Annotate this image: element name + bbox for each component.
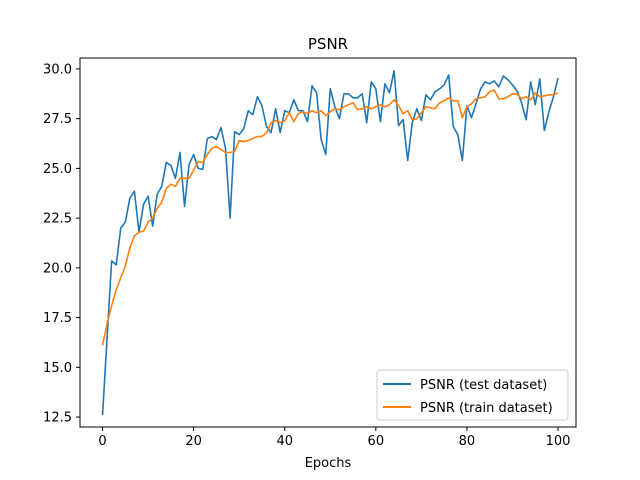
y-tick-label: 12.5 [43,411,72,426]
y-tick-label: 30.0 [43,62,72,77]
chart-title: PSNR [308,35,348,53]
x-axis-label: Epochs [305,456,352,471]
series-layer [101,70,559,416]
x-tick-label: 40 [276,434,293,449]
x-tick-label: 80 [459,434,476,449]
x-tick-label: 100 [546,434,571,449]
x-tick-label: 20 [185,434,202,449]
y-tick-label: 27.5 [43,112,72,127]
x-axis-ticks: 0 20 40 60 80 100 [98,427,570,449]
x-tick-label: 0 [98,434,106,449]
x-tick-label: 60 [368,434,385,449]
legend-label-train: PSNR (train dataset) [420,401,553,416]
y-axis-ticks: 12.5 15.0 17.5 20.0 22.5 25.0 27.5 30.0 [43,62,80,426]
y-tick-label: 17.5 [43,311,72,326]
legend: PSNR (test dataset) PSNR (train dataset) [376,369,569,421]
y-tick-label: 20.0 [43,261,72,276]
series-line-train [101,89,559,346]
y-tick-label: 22.5 [43,212,72,227]
y-tick-label: 25.0 [43,162,72,177]
plot-frame [79,57,577,428]
legend-box [376,369,569,421]
legend-label-test: PSNR (test dataset) [420,378,547,393]
y-tick-label: 15.0 [43,361,72,376]
series-line-test [101,70,559,416]
